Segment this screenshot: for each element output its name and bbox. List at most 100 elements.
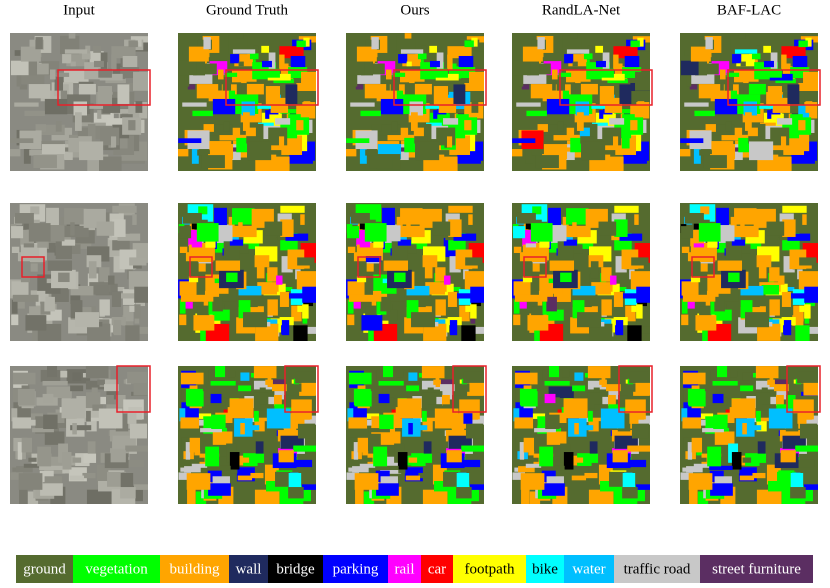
segment	[523, 437, 535, 453]
segment	[408, 372, 418, 381]
segment	[789, 135, 798, 149]
segment	[610, 275, 617, 285]
result-image	[178, 203, 316, 341]
segment	[377, 124, 401, 136]
segment	[778, 275, 785, 285]
segment	[222, 76, 232, 91]
segment	[380, 309, 398, 321]
segment	[684, 212, 704, 224]
segment	[689, 488, 698, 504]
segment	[97, 86, 113, 106]
segment	[293, 445, 316, 452]
segment	[346, 60, 365, 76]
segment	[371, 124, 382, 132]
segment	[461, 325, 476, 341]
segment	[637, 101, 645, 113]
segment	[761, 285, 779, 295]
segment	[385, 69, 392, 80]
legend-label: rail	[395, 561, 415, 577]
segment	[373, 237, 384, 248]
segment	[54, 76, 64, 91]
segment	[748, 136, 762, 144]
segment	[98, 68, 112, 78]
segment	[572, 300, 585, 319]
segment	[682, 294, 709, 302]
segment	[515, 388, 524, 402]
segment	[791, 293, 806, 299]
segment	[14, 102, 39, 107]
segment	[767, 86, 783, 106]
segment	[749, 141, 774, 161]
segment	[188, 276, 199, 283]
segment	[546, 309, 564, 321]
segment	[16, 301, 25, 309]
highlight-box	[116, 365, 151, 413]
segment	[86, 420, 97, 432]
segment	[549, 240, 561, 253]
segment	[725, 121, 732, 132]
segment	[711, 124, 735, 136]
segment	[693, 243, 705, 248]
segment	[574, 372, 584, 381]
segment	[448, 205, 473, 213]
segment	[224, 72, 238, 77]
segment	[17, 442, 23, 460]
segment	[210, 380, 236, 386]
segment	[19, 488, 28, 504]
segment	[181, 388, 190, 402]
segment	[684, 102, 709, 107]
segment	[192, 110, 213, 117]
segment	[581, 141, 606, 161]
segment	[614, 107, 635, 114]
segment	[428, 404, 440, 411]
segment	[716, 207, 729, 226]
segment	[23, 148, 31, 164]
segment	[802, 214, 807, 225]
segment	[429, 45, 438, 53]
segment	[11, 281, 29, 296]
segment	[468, 214, 473, 225]
segment	[288, 472, 302, 489]
segment	[56, 72, 70, 77]
segment	[740, 385, 754, 392]
segment	[32, 428, 54, 433]
segment	[70, 425, 92, 431]
segment	[688, 473, 713, 490]
segment	[530, 84, 553, 99]
highlight-box	[452, 365, 487, 413]
legend-swatch	[73, 555, 160, 583]
segment	[756, 489, 782, 504]
segment	[699, 219, 710, 226]
segment	[33, 155, 57, 169]
segment	[112, 219, 126, 237]
segment	[21, 437, 33, 453]
segment	[365, 419, 372, 426]
segment	[417, 118, 428, 127]
segment	[757, 441, 766, 458]
segment	[274, 404, 293, 412]
segment	[421, 366, 445, 379]
segment	[78, 136, 92, 144]
segment	[731, 452, 742, 470]
result-image	[178, 33, 319, 171]
segment	[589, 323, 613, 341]
legend-swatch	[526, 555, 564, 583]
result-image	[10, 203, 148, 341]
segment	[518, 69, 524, 87]
segment	[527, 60, 540, 76]
legend-label: building	[169, 561, 220, 577]
legend-label: bike	[532, 561, 558, 577]
segment	[253, 366, 277, 379]
segment	[44, 98, 68, 115]
segment	[717, 260, 743, 271]
segment	[782, 205, 807, 213]
highlight-box	[618, 365, 653, 413]
segment	[29, 149, 45, 156]
segment	[303, 101, 311, 113]
segment	[369, 155, 393, 169]
segment	[742, 457, 752, 463]
segment	[179, 281, 197, 296]
segment	[542, 483, 565, 496]
legend-swatch	[229, 555, 268, 583]
segment	[260, 404, 272, 411]
